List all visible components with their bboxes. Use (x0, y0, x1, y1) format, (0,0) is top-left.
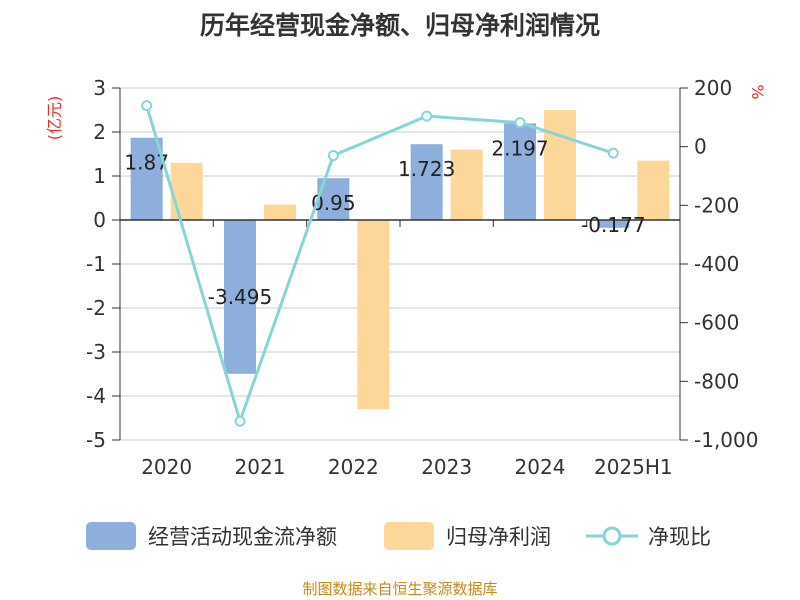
left-axis-tick-label: -1 (86, 252, 106, 276)
legend-line-marker-icon (586, 526, 638, 546)
x-axis-category-label: 2023 (421, 455, 472, 479)
point-net-cash-ratio (607, 147, 619, 159)
left-axis-tick-label: -5 (86, 428, 106, 452)
data-label-ocf: 1.723 (398, 157, 455, 181)
legend-item-ratio[interactable]: 净现比 (584, 518, 711, 554)
bar-ocf (504, 123, 536, 220)
left-axis-tick-label: 0 (93, 208, 106, 232)
legend-label-ocf: 经营活动现金流净额 (148, 525, 337, 549)
left-axis-tick-label: 1 (93, 164, 106, 188)
line-net-cash-ratio (145, 105, 614, 427)
legend-item-ocf[interactable]: 经营活动现金流净额 (86, 518, 337, 554)
left-axis-tick-label: 3 (93, 76, 106, 100)
x-axis-category-label: 2020 (141, 455, 192, 479)
bar-net-profit (264, 204, 296, 220)
right-axis-tick-label: 0 (694, 135, 707, 159)
x-axis-category-label: 2021 (235, 455, 286, 479)
legend-label-ratio: 净现比 (648, 525, 711, 549)
data-label-ocf: -0.177 (581, 213, 645, 237)
left-axis-tick-label: 2 (93, 120, 106, 144)
x-axis-category-label: 2024 (515, 455, 566, 479)
point-net-cash-ratio (514, 117, 526, 129)
bar-net-profit (357, 220, 390, 410)
legend-swatch-ocf (86, 522, 136, 550)
point-net-cash-ratio (141, 100, 153, 112)
right-axis-tick-label: -200 (694, 193, 739, 217)
left-axis-tick-label: -4 (86, 384, 106, 408)
right-axis-tick-label: -600 (694, 311, 739, 335)
bar-ocf (130, 137, 163, 220)
source-note: 制图数据来自恒生聚源数据库 (302, 580, 498, 598)
point-net-cash-ratio (327, 149, 339, 161)
point-net-cash-ratio (234, 415, 246, 427)
data-label-ocf: 2.197 (491, 136, 548, 160)
chart-title: 历年经营现金净额、归母净利润情况 (199, 11, 600, 40)
bar-net-profit (450, 149, 483, 220)
x-axis-category-label: 2022 (328, 455, 379, 479)
right-axis-tick-label: -1,000 (694, 428, 758, 452)
legend-item-np[interactable]: 归母净利润 (384, 518, 551, 554)
right-axis-tick-label: -400 (694, 252, 739, 276)
bar-ocf (224, 220, 256, 374)
bar-ocf (410, 144, 443, 220)
bar-net-profit (544, 110, 576, 220)
data-label-ocf: -3.495 (208, 285, 272, 309)
left-axis-title: (亿元) (45, 96, 64, 141)
x-axis-category-label: 2025H1 (594, 455, 673, 479)
left-axis-tick-label: -2 (86, 296, 106, 320)
right-axis-tick-label: -800 (694, 369, 739, 393)
bar-net-profit (170, 162, 203, 220)
right-axis-title: % (748, 84, 767, 99)
left-axis-tick-label: -3 (86, 340, 106, 364)
legend-label-np: 归母净利润 (446, 525, 551, 549)
point-net-cash-ratio (421, 110, 433, 122)
right-axis-tick-label: 200 (694, 76, 732, 100)
bar-net-profit (637, 160, 670, 220)
bar-ocf (597, 220, 630, 228)
legend-swatch-np (384, 522, 434, 550)
